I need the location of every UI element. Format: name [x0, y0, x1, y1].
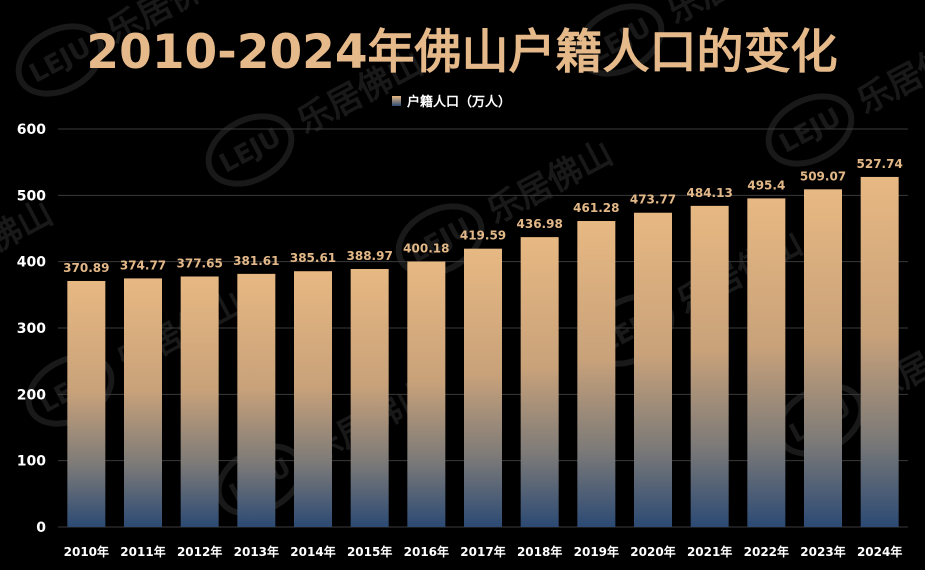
watermark-ring	[15, 23, 105, 97]
x-tick-label: 2011年	[120, 544, 165, 559]
y-tick-label: 100	[17, 454, 46, 470]
watermark-text: 乐居佛山	[851, 23, 925, 122]
bar	[747, 198, 786, 527]
data-label: 377.65	[177, 256, 223, 270]
watermark-ring	[395, 203, 485, 277]
bars	[67, 176, 899, 528]
y-tick-label: 300	[17, 321, 46, 337]
data-label: 461.28	[573, 201, 619, 215]
bar	[407, 261, 446, 527]
data-label: 473.77	[630, 193, 676, 207]
data-label: 388.97	[347, 249, 393, 263]
x-tick-label: 2023年	[800, 544, 845, 559]
bar	[67, 280, 106, 527]
bar	[520, 237, 559, 527]
bar	[690, 205, 729, 528]
data-label: 374.77	[120, 258, 166, 272]
y-tick-label: 600	[17, 122, 46, 138]
bar	[804, 189, 842, 527]
watermark-text: 乐居佛山	[0, 193, 59, 292]
data-label: 385.61	[290, 251, 336, 265]
x-tick-label: 2022年	[744, 544, 789, 559]
data-labels: 370.89 374.77 377.65 381.61 385.61 388.97 400.…	[63, 157, 903, 275]
x-tick-label: 2014年	[290, 544, 335, 559]
y-tick-label: 0	[36, 520, 46, 536]
data-label: 370.89	[63, 261, 109, 275]
data-label: 484.13	[687, 186, 733, 200]
bar	[350, 268, 389, 527]
bar	[237, 273, 276, 527]
bar	[124, 278, 162, 527]
x-tick-label: 2016年	[404, 544, 449, 559]
data-label: 381.61	[233, 254, 279, 268]
y-tick-label: 200	[17, 387, 46, 403]
x-axis: 2010年 2011年 2012年 2013年 2014年 2015年 2016年 2017年…	[64, 544, 903, 559]
bar	[860, 176, 899, 527]
x-tick-label: 2012年	[177, 544, 222, 559]
data-label: 436.98	[517, 217, 563, 231]
bar	[294, 271, 332, 527]
bar	[464, 248, 502, 527]
bar	[634, 212, 672, 528]
x-tick-label: 2020年	[630, 544, 675, 559]
x-tick-label: 2024年	[857, 544, 902, 559]
watermark-ring	[575, 3, 665, 77]
x-tick-label: 2019年	[574, 544, 619, 559]
x-tick-label: 2021年	[687, 544, 732, 559]
chart-title: 2010-2024年佛山户籍人口的变化	[86, 25, 837, 80]
x-tick-label: 2018年	[517, 544, 562, 559]
x-tick-label: 2010年	[64, 544, 109, 559]
x-tick-label: 2015年	[347, 544, 392, 559]
data-label: 509.07	[800, 169, 846, 183]
y-axis: 0 100 200 300 400 500 600	[17, 122, 46, 536]
data-label: 495.4	[747, 178, 785, 192]
y-tick-label: 400	[17, 255, 46, 271]
x-tick-label: 2013年	[234, 544, 279, 559]
x-tick-label: 2017年	[460, 544, 505, 559]
legend-label: 户籍人口（万人）	[407, 94, 511, 110]
data-label: 419.59	[460, 229, 506, 243]
y-tick-label: 500	[17, 188, 46, 204]
bar	[577, 221, 616, 528]
watermark-ring	[765, 93, 855, 167]
bar	[180, 276, 219, 527]
data-label: 527.74	[857, 157, 903, 171]
legend-swatch	[392, 96, 401, 106]
legend: 户籍人口（万人）	[392, 94, 511, 110]
data-label: 400.18	[403, 242, 449, 256]
